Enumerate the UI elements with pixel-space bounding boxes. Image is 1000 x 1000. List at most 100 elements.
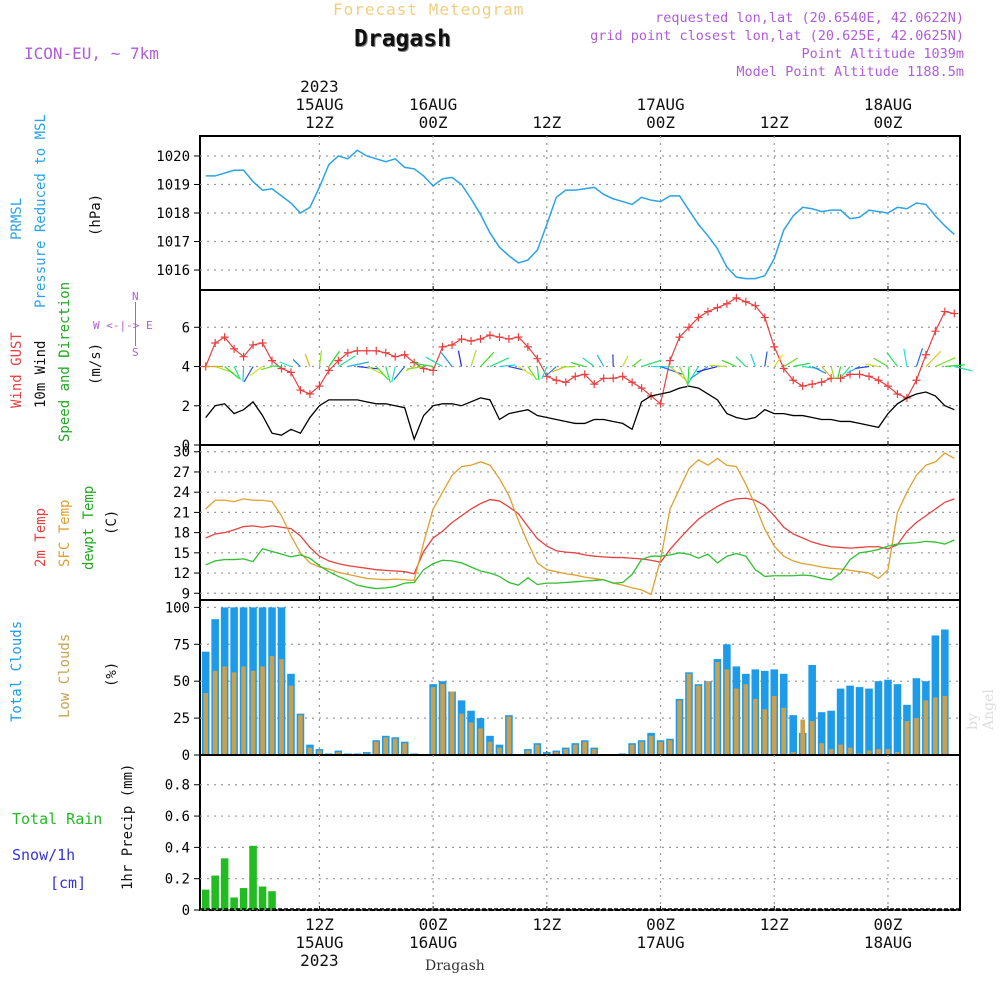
wind-direction-arrow — [304, 353, 311, 367]
gust-point — [609, 374, 618, 383]
y-tick-label: 1017 — [156, 235, 190, 251]
low-cloud-bar — [629, 744, 635, 755]
gust-point — [400, 350, 409, 359]
bottom-time-label: 16AUG — [409, 933, 457, 952]
low-cloud-bar — [743, 684, 749, 755]
y-tick-label: 0.8 — [165, 778, 190, 794]
wind-direction-arrow — [596, 354, 605, 367]
wind-direction-arrow — [560, 365, 576, 368]
gust-point — [865, 372, 874, 381]
y-tick-label: 30 — [173, 445, 190, 461]
wind-direction-arrow — [393, 366, 406, 380]
wind-direction-arrow — [821, 366, 832, 378]
low-cloud-bar — [828, 749, 834, 755]
wind-direction-arrow — [425, 356, 443, 368]
rain-bar — [239, 888, 248, 910]
wind-direction-arrow — [527, 366, 538, 381]
gust-point — [684, 323, 693, 332]
low-cloud-bar — [497, 747, 502, 755]
wind-direction-arrow — [233, 366, 241, 380]
wind-direction-arrow — [279, 361, 292, 368]
wind-direction-arrow — [669, 366, 687, 382]
gust-line — [205, 297, 955, 405]
low-cloud-bar — [800, 719, 805, 755]
wind-direction-arrow — [915, 348, 924, 367]
rain-bar — [201, 889, 210, 910]
low-cloud-bar — [468, 722, 474, 755]
y-tick-label: 6 — [182, 320, 190, 336]
wind-direction-arrow — [954, 365, 973, 372]
wind-direction-arrow — [570, 361, 585, 368]
total-cloud-bar — [808, 664, 816, 755]
low-cloud-bar — [554, 752, 559, 755]
top-time-label: 00Z — [646, 113, 675, 132]
wind-direction-arrow — [413, 362, 434, 368]
wind-direction-arrow — [385, 366, 391, 383]
temp-2m-line — [205, 497, 955, 575]
gust-point — [666, 356, 675, 365]
wind-direction-arrow — [440, 352, 453, 367]
y-tick-label: 1020 — [156, 149, 190, 165]
low-cloud-bar — [373, 741, 379, 755]
wind-direction-arrow — [660, 365, 683, 375]
bottom-time-label: 12Z — [760, 915, 789, 934]
bottom-time-label: 15AUG — [295, 933, 343, 952]
low-cloud-bar — [648, 735, 654, 755]
gust-point — [315, 382, 324, 391]
wind-direction-arrow — [242, 366, 245, 382]
low-cloud-bar — [771, 695, 777, 755]
y-tick-label: 75 — [173, 637, 190, 653]
low-cloud-bar — [231, 672, 237, 755]
compass-icon — [135, 302, 136, 346]
y-tick-label: 0.4 — [165, 840, 190, 856]
low-cloud-bar — [847, 747, 853, 755]
low-cloud-bar — [298, 715, 303, 755]
low-cloud-bar — [781, 707, 787, 755]
gust-point — [789, 376, 798, 385]
low-cloud-bar — [525, 750, 531, 755]
low-cloud-bar — [222, 666, 227, 755]
gust-point — [656, 399, 665, 408]
wind-direction-arrow — [865, 363, 879, 368]
wind-direction-arrow — [366, 365, 386, 376]
bottom-time-label: 00Z — [419, 915, 448, 934]
y-tick-label: 0 — [182, 438, 190, 454]
top-time-label: 12Z — [305, 113, 334, 132]
compass-we: W <-|-> E — [93, 319, 153, 332]
wind-direction-arrow — [391, 366, 396, 383]
top-time-label: 12Z — [532, 113, 561, 132]
gust-point — [286, 368, 295, 377]
total-cloud-bar — [865, 688, 873, 755]
wind-direction-arrow — [837, 366, 842, 379]
low-cloud-bar — [250, 670, 256, 755]
gust-point — [419, 364, 428, 373]
wind-direction-arrow — [536, 366, 540, 381]
wind-direction-arrow — [641, 359, 662, 368]
gust-point — [874, 376, 883, 385]
low-cloud-bar — [753, 698, 758, 755]
gust-point — [921, 350, 930, 359]
total-cloud-bar — [846, 685, 854, 755]
bottom-time-label: 12Z — [305, 915, 334, 934]
low-cloud-bar — [203, 693, 208, 755]
y-tick-label: 21 — [173, 505, 190, 521]
total-cloud-bar — [817, 712, 826, 755]
pressure-line — [205, 149, 955, 280]
wind-direction-arrow — [541, 366, 548, 380]
y-tick-label: 1016 — [156, 263, 190, 279]
snow-label: Snow/1h — [12, 846, 76, 864]
gust-point — [950, 309, 959, 318]
wind-direction-arrow — [764, 351, 768, 367]
gust-point — [893, 389, 902, 398]
gust-point — [628, 378, 637, 387]
grid-point-coords: grid point closest lon,lat (20.625E, 42.… — [590, 28, 964, 44]
bottom-time-label: 00Z — [874, 915, 903, 934]
gust-point — [353, 346, 362, 355]
rain-bar — [220, 858, 229, 910]
gust-point — [305, 389, 314, 398]
total-cloud-bar — [893, 684, 902, 755]
gust-point — [552, 376, 561, 385]
y-tick-label: 25 — [173, 711, 190, 727]
gust-point — [239, 352, 248, 361]
